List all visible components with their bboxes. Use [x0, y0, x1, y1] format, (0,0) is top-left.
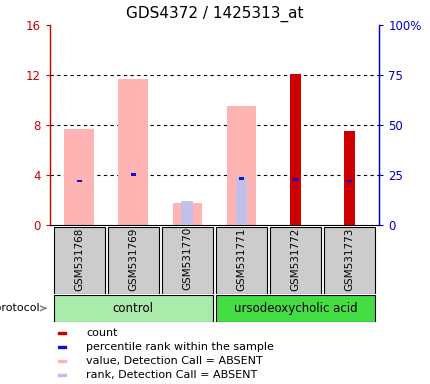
- Bar: [64, 129, 94, 225]
- Bar: [118, 79, 148, 225]
- Bar: [58, 346, 66, 348]
- Text: GSM531770: GSM531770: [182, 227, 192, 290]
- Text: rank, Detection Call = ABSENT: rank, Detection Call = ABSENT: [86, 370, 257, 380]
- Bar: [130, 173, 136, 176]
- Text: ursodeoxycholic acid: ursodeoxycholic acid: [233, 302, 356, 315]
- Bar: [161, 227, 212, 294]
- Bar: [269, 227, 320, 294]
- Bar: [292, 178, 298, 181]
- Bar: [53, 227, 105, 294]
- Text: count: count: [86, 328, 117, 338]
- Bar: [77, 180, 82, 182]
- Text: GSM531771: GSM531771: [236, 227, 246, 291]
- Bar: [346, 180, 351, 182]
- Text: value, Detection Call = ABSENT: value, Detection Call = ABSENT: [86, 356, 262, 366]
- Bar: [58, 360, 66, 362]
- Text: GSM531768: GSM531768: [74, 227, 84, 291]
- Bar: [58, 374, 66, 376]
- Bar: [215, 227, 267, 294]
- Bar: [323, 227, 375, 294]
- Text: control: control: [113, 302, 154, 315]
- Title: GDS4372 / 1425313_at: GDS4372 / 1425313_at: [126, 6, 302, 22]
- Bar: [172, 204, 202, 225]
- Bar: [181, 201, 193, 225]
- Bar: [289, 74, 301, 225]
- Text: GSM531772: GSM531772: [290, 227, 300, 291]
- Bar: [343, 131, 355, 225]
- Bar: [215, 295, 375, 322]
- Bar: [108, 227, 159, 294]
- Bar: [53, 295, 212, 322]
- Text: GSM531773: GSM531773: [344, 227, 354, 291]
- Bar: [235, 177, 247, 225]
- Text: percentile rank within the sample: percentile rank within the sample: [86, 342, 273, 352]
- Bar: [226, 106, 256, 225]
- Text: growth protocol: growth protocol: [0, 303, 46, 313]
- Bar: [58, 332, 66, 334]
- Text: GSM531769: GSM531769: [128, 227, 138, 291]
- Bar: [238, 177, 243, 180]
